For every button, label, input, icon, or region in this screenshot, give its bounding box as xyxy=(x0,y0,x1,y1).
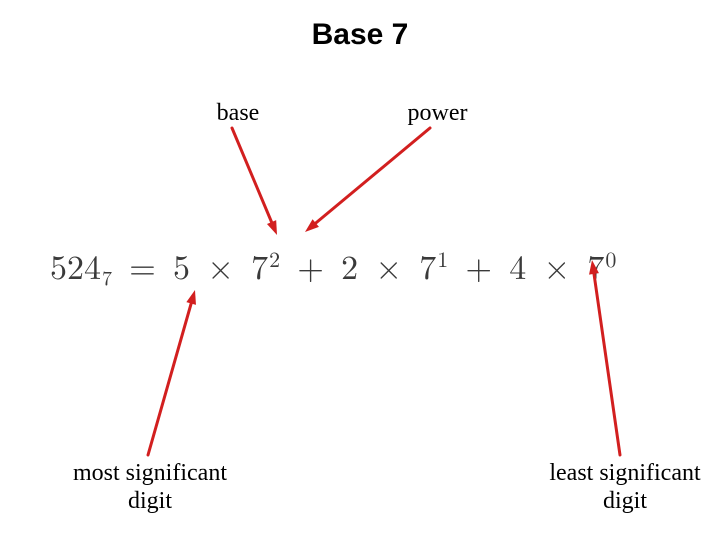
label-msd-line1: most significant xyxy=(73,460,227,486)
eq-plus-2: + xyxy=(460,249,498,290)
label-msd-line2: digit xyxy=(128,488,172,514)
eq-t2-times: × xyxy=(369,249,407,290)
eq-lhs-number: 524 xyxy=(50,252,101,286)
label-power: power xyxy=(400,100,475,127)
label-lsd-line2: digit xyxy=(603,488,647,514)
eq-t1-coef: 5 xyxy=(173,252,190,286)
eq-t3-times: × xyxy=(538,249,576,290)
arrow-base-to-7-head xyxy=(267,220,277,235)
arrow-msd-to-5-shaft xyxy=(148,298,193,455)
equation: 5247 = 5 × 72 + 2 × 71 + 4 × 70 xyxy=(50,248,616,291)
eq-t2-coef: 2 xyxy=(341,252,358,286)
label-lsd-line1: least significant xyxy=(549,460,700,486)
eq-t1-base: 7 xyxy=(251,252,268,286)
label-least-significant-digit: least significant digit xyxy=(535,460,715,515)
eq-plus-1: + xyxy=(291,249,329,290)
arrow-power-to-2-shaft xyxy=(311,128,430,227)
page-title: Base 7 xyxy=(0,18,720,52)
diagram-stage: { "title": "Base 7", "labels": { "base":… xyxy=(0,0,720,540)
arrow-msd-to-5-head xyxy=(186,290,196,305)
eq-t2-base: 7 xyxy=(419,252,436,286)
eq-t2-exp: 1 xyxy=(436,250,448,272)
arrow-base-to-7-shaft xyxy=(232,128,274,227)
eq-t3-coef: 4 xyxy=(509,252,526,286)
label-most-significant-digit: most significant digit xyxy=(55,460,245,515)
eq-equals: = xyxy=(123,249,161,290)
eq-t1-exp: 2 xyxy=(268,250,280,272)
eq-lhs-subscript: 7 xyxy=(101,269,112,289)
arrow-lsd-to-0-shaft xyxy=(593,268,620,455)
eq-t1-times: × xyxy=(201,249,239,290)
label-base: base xyxy=(208,100,268,127)
arrow-power-to-2-head xyxy=(305,219,319,232)
eq-t3-exp: 0 xyxy=(604,250,616,272)
eq-t3-base: 7 xyxy=(587,252,604,286)
